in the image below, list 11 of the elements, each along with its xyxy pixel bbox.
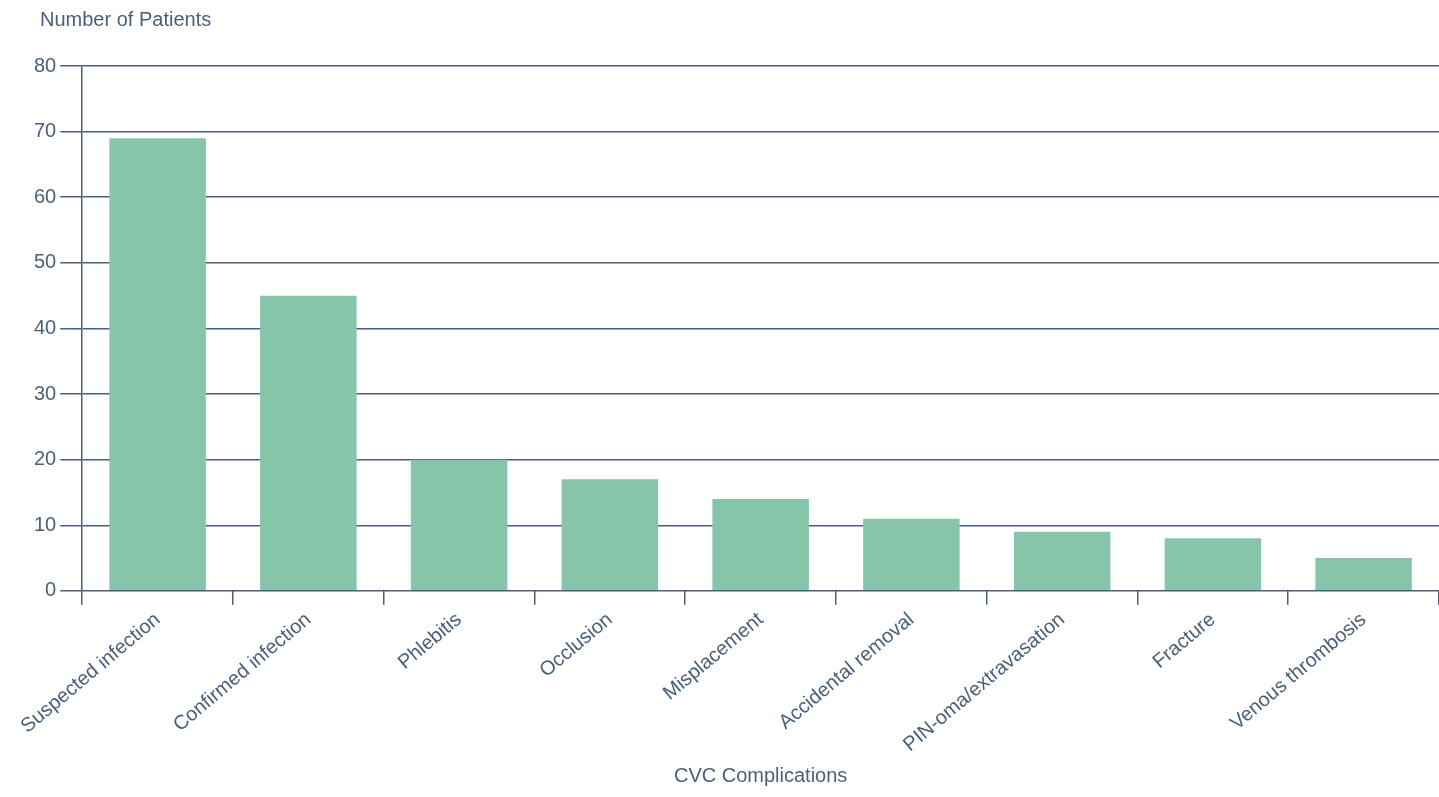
y-tick-label: 50	[34, 250, 57, 273]
y-tick-label: 80	[34, 53, 57, 76]
y-tick-label: 40	[34, 315, 57, 338]
y-tick-label: 10	[34, 512, 57, 535]
y-tick-label: 30	[34, 381, 57, 404]
y-tick-label: 0	[45, 578, 57, 601]
y-tick-label: 60	[34, 184, 57, 207]
y-tick-label: 70	[34, 119, 57, 142]
y-tick-label: 20	[34, 447, 57, 470]
x-axis-title: CVC Complications	[673, 763, 848, 786]
y-axis-title: Number of Patients	[40, 7, 212, 30]
